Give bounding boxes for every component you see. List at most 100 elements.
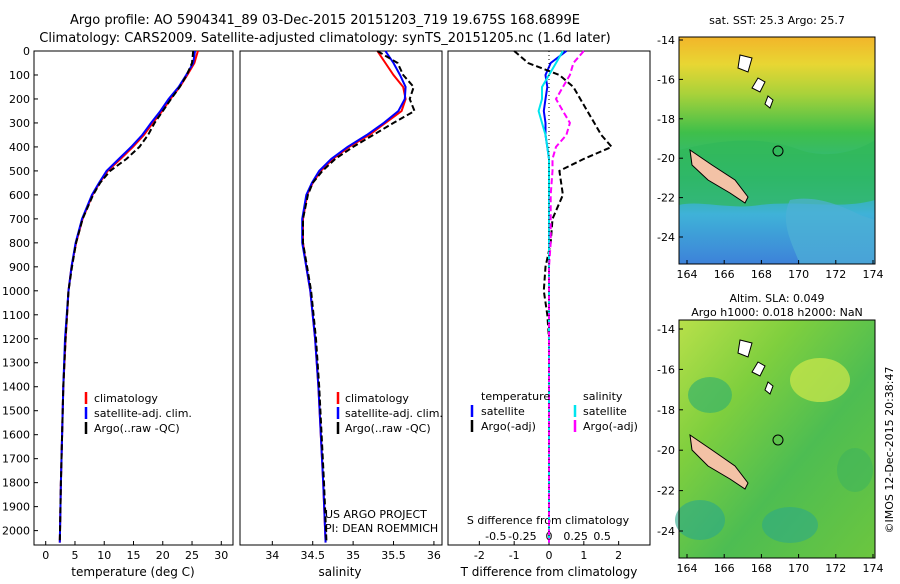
s-difference-tick-label: -0.25 xyxy=(508,530,536,543)
figure-title-line1: Argo profile: AO 5904341_89 03-Dec-2015 … xyxy=(70,13,580,28)
temperature-x-tick-label: 10 xyxy=(97,549,111,562)
map-lon-label: 166 xyxy=(714,268,735,281)
map-lon-label: 164 xyxy=(677,562,698,575)
depth-tick-label: 500 xyxy=(9,165,30,178)
depth-tick-label: 200 xyxy=(9,93,30,106)
sla-blob xyxy=(762,507,818,543)
sla-blob xyxy=(790,358,850,402)
sla-blob xyxy=(688,377,732,413)
difference-x-tick-label: -1 xyxy=(509,549,520,562)
figure-title-line2: Climatology: CARS2009. Satellite-adjuste… xyxy=(39,31,611,46)
series-salinity-satellite xyxy=(537,50,564,543)
depth-axis: 0 100 200 300 400 500 600 700 800 900 1000 1100 1200… xyxy=(2,45,38,538)
imos-credit: ©IMOS 12-Dec-2015 20:38:47 xyxy=(883,367,896,534)
temperature-x-tick-label: 5 xyxy=(71,549,78,562)
argo-float-marker xyxy=(772,145,784,157)
difference-x-tick-label: 2 xyxy=(615,549,622,562)
series-climatology xyxy=(302,50,407,543)
sst-blue-patch xyxy=(785,198,875,264)
series-satellite-adj-clim xyxy=(58,50,196,543)
sla-map-title-line1: Altim. SLA: 0.049 xyxy=(729,292,824,305)
difference-legend: temperature salinity satellite Argo(-adj… xyxy=(470,390,638,433)
salinity-x-tick-label: 35.5 xyxy=(381,549,406,562)
sla-map xyxy=(675,319,876,559)
pi-annotation: PI: DEAN ROEMMICH xyxy=(325,522,438,535)
project-annotation: US ARGO PROJECT xyxy=(325,508,427,521)
salinity-series xyxy=(301,50,416,543)
temperature-x-tick-label: 30 xyxy=(214,549,228,562)
sst-map-title: sat. SST: 25.3 Argo: 25.7 xyxy=(709,14,845,27)
salinity-x-tick-label: 34.5 xyxy=(300,549,325,562)
depth-tick-label: 1300 xyxy=(2,357,30,370)
depth-tick-label: 0 xyxy=(23,45,30,58)
sst-map-axes: 164 166 168 170 172 174 -14 -16 -18 -20 -22 -24 xyxy=(657,34,883,281)
temperature-x-tick-label: 25 xyxy=(185,549,199,562)
new-caledonia-landmass xyxy=(689,148,749,204)
map-lat-label: -14 xyxy=(657,323,675,336)
depth-tick-label: 800 xyxy=(9,237,30,250)
temperature-panel-frame xyxy=(33,50,234,546)
salinity-axis-label: salinity xyxy=(318,565,361,579)
argo-float-marker xyxy=(772,434,784,446)
temperature-x-axis: 0 5 10 15 20 25 30 xyxy=(42,541,228,562)
legend-label-temp-argo: Argo(-adj) xyxy=(481,420,536,433)
map-lon-label: 170 xyxy=(788,268,809,281)
map-lon-label: 164 xyxy=(677,268,698,281)
sst-map xyxy=(678,36,876,265)
sla-map-frame xyxy=(678,319,876,559)
series-climatology xyxy=(58,50,199,543)
salinity-legend: climatology satellite-adj. clim. Argo(..… xyxy=(336,392,443,435)
series-satellite-adj-clim xyxy=(301,50,407,543)
legend-label-satellite: satellite-adj. clim. xyxy=(345,407,443,420)
depth-tick-label: 1800 xyxy=(2,477,30,490)
temperature-x-tick-label: 20 xyxy=(156,549,170,562)
temperature-axis-label: temperature (deg C) xyxy=(71,565,194,579)
map-lat-label: -20 xyxy=(657,152,675,165)
series-temperature-satellite xyxy=(542,50,568,543)
difference-x-tick-label: 0 xyxy=(546,549,553,562)
map-lon-label: 168 xyxy=(751,562,772,575)
temperature-series xyxy=(58,50,199,543)
s-difference-tick-label: 0.5 xyxy=(593,530,611,543)
map-lon-label: 174 xyxy=(863,562,884,575)
map-lat-label: -22 xyxy=(657,192,675,205)
difference-x-axis: -2 -1 0 1 2 xyxy=(474,541,622,562)
depth-tick-label: 1100 xyxy=(2,309,30,322)
series-argo-raw-qc xyxy=(58,50,195,543)
salinity-panel-frame xyxy=(239,50,443,546)
map-lat-label: -14 xyxy=(657,34,675,47)
legend-label-sal-argo: Argo(-adj) xyxy=(583,420,638,433)
map-lon-label: 170 xyxy=(788,562,809,575)
map-lat-label: -22 xyxy=(657,485,675,498)
series-salinity-argo-adj xyxy=(548,50,585,543)
map-lon-label: 168 xyxy=(751,268,772,281)
legend-header-temperature: temperature xyxy=(481,390,550,403)
map-lat-label: -24 xyxy=(657,231,675,244)
sst-map-frame xyxy=(678,36,876,265)
legend-label-satellite: satellite-adj. clim. xyxy=(94,407,192,420)
sla-map-axes: 164 166 168 170 172 174 -14 -16 -18 -20 -22 -24 xyxy=(657,323,883,575)
temperature-x-tick-label: 0 xyxy=(42,549,49,562)
legend-header-salinity: salinity xyxy=(583,390,623,403)
series-temperature-argo-adj xyxy=(513,50,614,543)
depth-tick-label: 1000 xyxy=(2,285,30,298)
sla-blob xyxy=(675,500,725,540)
difference-x-tick-label: 1 xyxy=(580,549,587,562)
depth-tick-label: 1400 xyxy=(2,381,30,394)
depth-tick-label: 2000 xyxy=(2,525,30,538)
legend-label-argo: Argo(..raw -QC) xyxy=(345,422,431,435)
salinity-x-tick-label: 36 xyxy=(427,549,441,562)
depth-tick-label: 1200 xyxy=(2,333,30,346)
map-lat-label: -18 xyxy=(657,404,675,417)
depth-tick-label: 600 xyxy=(9,189,30,202)
map-lat-label: -16 xyxy=(657,363,675,376)
salinity-x-tick-label: 35 xyxy=(346,549,360,562)
depth-tick-label: 900 xyxy=(9,261,30,274)
difference-series xyxy=(513,50,614,545)
depth-tick-label: 1500 xyxy=(2,405,30,418)
temperature-x-tick-label: 15 xyxy=(127,549,141,562)
legend-label-temp-satellite: satellite xyxy=(481,405,525,418)
map-lon-label: 172 xyxy=(825,268,846,281)
